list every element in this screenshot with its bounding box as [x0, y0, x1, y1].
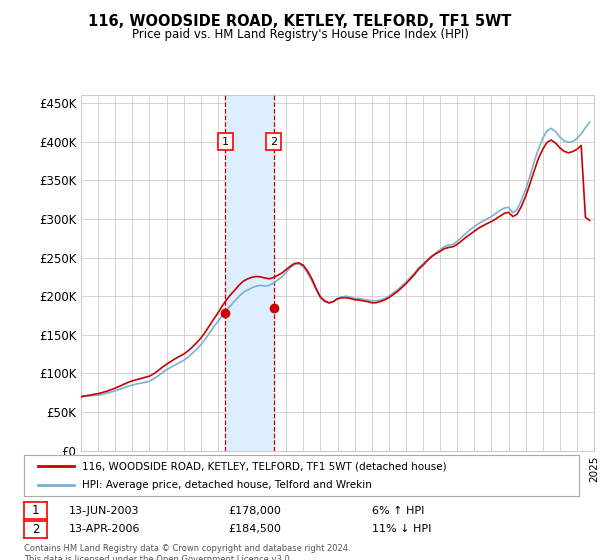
Text: 6% ↑ HPI: 6% ↑ HPI: [372, 506, 424, 516]
Text: 2: 2: [32, 522, 39, 536]
Text: 116, WOODSIDE ROAD, KETLEY, TELFORD, TF1 5WT: 116, WOODSIDE ROAD, KETLEY, TELFORD, TF1…: [88, 14, 512, 29]
Text: Contains HM Land Registry data © Crown copyright and database right 2024.
This d: Contains HM Land Registry data © Crown c…: [24, 544, 350, 560]
Text: 2: 2: [271, 137, 277, 147]
Text: HPI: Average price, detached house, Telford and Wrekin: HPI: Average price, detached house, Telf…: [82, 480, 372, 491]
Text: 1: 1: [32, 504, 39, 517]
Text: £184,500: £184,500: [228, 524, 281, 534]
Text: £178,000: £178,000: [228, 506, 281, 516]
Text: 13-JUN-2003: 13-JUN-2003: [69, 506, 139, 516]
Text: Price paid vs. HM Land Registry's House Price Index (HPI): Price paid vs. HM Land Registry's House …: [131, 28, 469, 41]
Bar: [226, 95, 274, 451]
Text: 13-APR-2006: 13-APR-2006: [69, 524, 140, 534]
Text: 1: 1: [222, 137, 229, 147]
Text: 116, WOODSIDE ROAD, KETLEY, TELFORD, TF1 5WT (detached house): 116, WOODSIDE ROAD, KETLEY, TELFORD, TF1…: [82, 461, 447, 471]
Text: 11% ↓ HPI: 11% ↓ HPI: [372, 524, 431, 534]
